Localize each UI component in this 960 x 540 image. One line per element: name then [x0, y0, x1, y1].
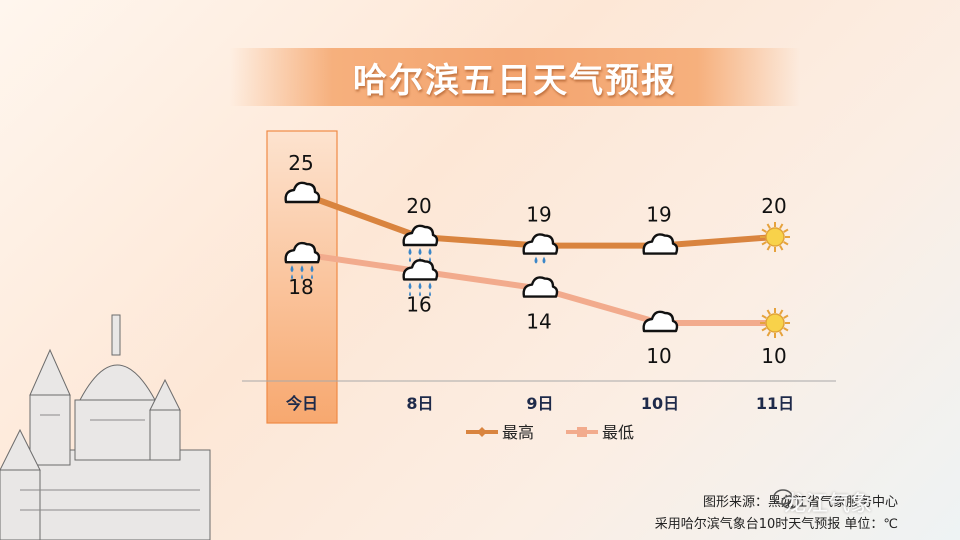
- sun-icon: [760, 222, 790, 252]
- title-banner: 哈尔滨五日天气预报: [230, 48, 800, 106]
- legend-marker-diamond: [477, 427, 487, 437]
- x-tick-label: 11日: [756, 394, 794, 413]
- data-label-low: 16: [406, 292, 431, 316]
- data-label-high: 25: [288, 151, 313, 175]
- legend-marker-square: [577, 427, 587, 437]
- x-tick-label: 8日: [406, 394, 433, 413]
- cloud-rain-icon: [402, 259, 439, 297]
- x-tick-label: 今日: [285, 394, 318, 413]
- watermark: 龙江气象: [783, 492, 872, 517]
- legend-label: 最低: [602, 423, 634, 442]
- data-label-low: 18: [288, 275, 313, 299]
- data-label-low: 10: [761, 344, 786, 368]
- x-tick-label: 10日: [641, 394, 679, 413]
- data-label-low: 10: [646, 344, 671, 368]
- cloud-rain-light-icon: [522, 233, 559, 264]
- cloud-icon: [284, 181, 321, 204]
- data-label-high: 19: [646, 203, 671, 227]
- church-illustration: [0, 314, 211, 540]
- data-label-high: 20: [406, 194, 431, 218]
- cloud-rain-icon: [402, 224, 439, 262]
- cloud-icon: [522, 276, 559, 298]
- legend-label: 最高: [502, 423, 534, 442]
- data-label-high: 19: [526, 203, 551, 227]
- wechat-icon: [773, 489, 799, 509]
- sun-icon: [760, 308, 790, 338]
- x-tick-label: 9日: [526, 394, 553, 413]
- data-label-high: 20: [761, 194, 786, 218]
- data-label-low: 14: [526, 310, 551, 334]
- footer-note: 采用哈尔滨气象台10时天气预报 单位：℃: [654, 517, 898, 532]
- footer-source: 图形来源：黑龙江省气象服务中心: [702, 495, 898, 510]
- cloud-icon: [642, 233, 679, 255]
- cloud-icon: [642, 310, 679, 333]
- page-title: 哈尔滨五日天气预报: [353, 60, 677, 101]
- cloud-rain-icon: [284, 241, 321, 280]
